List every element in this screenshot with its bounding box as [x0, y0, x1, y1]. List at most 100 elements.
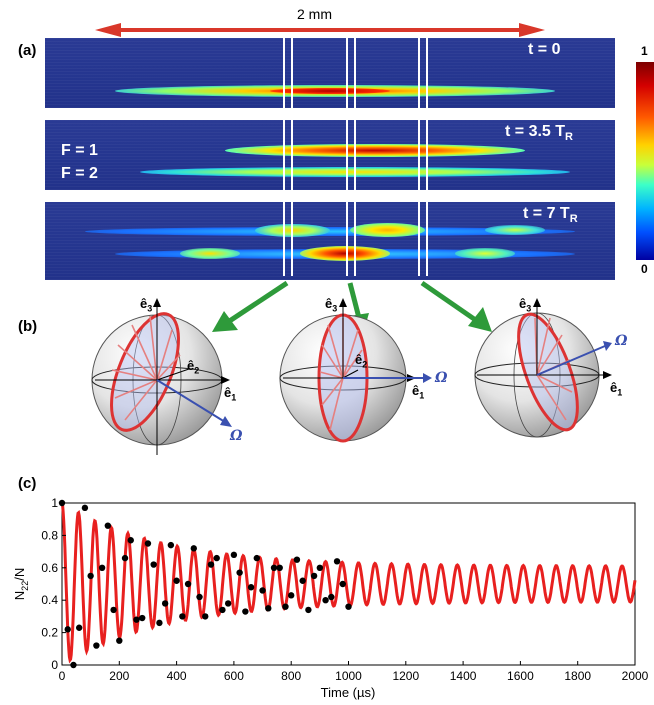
e2-label: ê2	[355, 352, 368, 370]
fit-curve	[60, 502, 637, 664]
data-point	[282, 603, 289, 610]
data-point	[213, 554, 220, 562]
data-point	[173, 577, 180, 584]
e1-label: ê1	[610, 380, 623, 398]
y-tick-label: 0	[51, 658, 58, 672]
data-point	[207, 561, 215, 568]
scale-arrow	[95, 23, 545, 37]
colorbar	[636, 62, 654, 260]
data-point	[144, 540, 152, 547]
data-point	[253, 554, 261, 562]
atom-cloud-f1	[225, 144, 525, 157]
e1-label: ê1	[412, 383, 425, 401]
data-point	[219, 606, 226, 614]
data-point	[265, 605, 272, 612]
data-point	[104, 522, 112, 529]
slice-marker	[283, 36, 285, 276]
e2-label: ê2	[187, 358, 200, 376]
data-point	[247, 584, 255, 591]
x-tick-label: 1000	[335, 669, 362, 683]
data-point	[196, 593, 203, 601]
data-point	[230, 551, 238, 559]
time-label-t7: t = 7 TR	[523, 205, 578, 226]
data-point	[328, 593, 335, 601]
x-tick-label: 200	[109, 669, 129, 683]
data-point	[127, 537, 134, 544]
data-point	[299, 577, 306, 584]
data-point	[333, 558, 341, 565]
data-point	[70, 661, 77, 669]
bloch-sphere-icon	[91, 298, 232, 455]
colorbar-min-label: 0	[641, 262, 648, 276]
data-point	[98, 564, 106, 571]
y-tick-label: 0.6	[41, 561, 58, 575]
slice-marker	[418, 36, 420, 276]
data-point	[156, 619, 163, 627]
density-image-t7: t = 7 TR	[45, 202, 615, 280]
bloch-sphere-icon	[279, 298, 432, 443]
x-tick-label: 1800	[564, 669, 591, 683]
data-point	[316, 564, 324, 571]
scale-label: 2 mm	[297, 6, 332, 22]
x-axis-label: Time (µs)	[321, 685, 376, 700]
data-point	[139, 614, 146, 622]
data-point	[259, 587, 266, 594]
omega-label: Ω	[615, 333, 628, 349]
data-point	[179, 613, 186, 620]
data-point	[190, 545, 197, 552]
x-tick-label: 1200	[392, 669, 419, 683]
e3-label: ê3	[325, 296, 338, 314]
data-point	[310, 572, 318, 580]
data-point	[93, 642, 100, 649]
y-tick-label: 1	[51, 496, 58, 510]
e1-label: ê1	[224, 385, 237, 403]
y-tick-label: 0.4	[41, 593, 58, 607]
f1-label: F = 1	[61, 142, 98, 159]
panel-label-b: (b)	[18, 318, 38, 335]
e3-label: ê3	[519, 296, 532, 314]
data-point	[242, 608, 249, 615]
data-point	[121, 554, 129, 562]
data-point	[150, 561, 157, 568]
x-tick-label: 1600	[507, 669, 534, 683]
data-point	[236, 569, 243, 576]
data-point	[339, 580, 346, 588]
time-label-t0: t = 0	[528, 41, 561, 58]
data-point	[75, 624, 83, 631]
data-point	[133, 616, 140, 623]
x-tick-label: 2000	[622, 669, 649, 683]
bloch-spheres	[91, 298, 612, 455]
data-point	[224, 600, 232, 607]
data-point	[116, 637, 123, 644]
panel-label-c: (c)	[18, 475, 37, 492]
time-label-t35: t = 3.5 TR	[505, 123, 573, 144]
data-point	[167, 541, 175, 549]
data-point	[293, 556, 301, 563]
bloch-sphere-icon	[474, 298, 612, 438]
svg-text:N22/N: N22/N	[12, 568, 30, 600]
x-tick-label: 0	[59, 669, 66, 683]
omega-label: Ω	[435, 370, 448, 386]
data-point	[288, 592, 295, 599]
y-axis-label: N22/N	[12, 568, 30, 600]
x-tick-label: 800	[281, 669, 301, 683]
data-point	[184, 580, 192, 588]
data-point	[276, 564, 283, 571]
data-point	[161, 600, 169, 607]
oscillation-chart: 0 200 400 600 800 1000 1200 1400 1600 1800 2000 0 0.…	[12, 496, 649, 700]
data-point	[270, 564, 278, 571]
data-point	[322, 597, 329, 604]
data-point	[110, 606, 117, 614]
x-tick-label: 600	[224, 669, 244, 683]
slice-marker	[426, 36, 428, 276]
x-tick-label: 1400	[450, 669, 477, 683]
slice-marker	[354, 36, 356, 276]
data-point	[64, 626, 71, 633]
f2-label: F = 2	[61, 165, 98, 182]
density-image-t0: t = 0	[45, 38, 615, 108]
omega-label: Ω	[230, 428, 243, 444]
density-image-t35: F = 1 F = 2 t = 3.5 TR	[45, 120, 615, 190]
colorbar-max-label: 1	[641, 44, 648, 58]
y-tick-label: 0.2	[41, 626, 58, 640]
slice-marker	[291, 36, 293, 276]
